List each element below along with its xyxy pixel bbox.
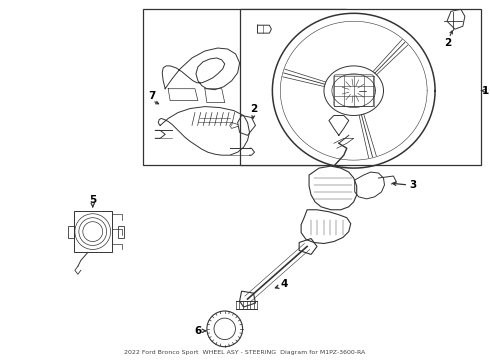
Text: 1: 1: [482, 86, 490, 96]
Text: 6: 6: [195, 326, 201, 336]
Text: 3: 3: [410, 180, 417, 190]
Bar: [68, 226, 74, 238]
Bar: [74, 211, 112, 252]
Bar: [118, 226, 123, 238]
Text: 4: 4: [281, 279, 288, 289]
Text: 2: 2: [250, 104, 257, 113]
Text: 2: 2: [444, 38, 452, 48]
Text: 7: 7: [148, 91, 156, 101]
Text: 2022 Ford Bronco Sport  WHEEL ASY - STEERING  Diagram for M1PZ-3600-RA: 2022 Ford Bronco Sport WHEEL ASY - STEER…: [124, 350, 365, 355]
Bar: [144, 9, 346, 165]
Text: 5: 5: [89, 195, 97, 205]
Bar: [240, 9, 481, 165]
